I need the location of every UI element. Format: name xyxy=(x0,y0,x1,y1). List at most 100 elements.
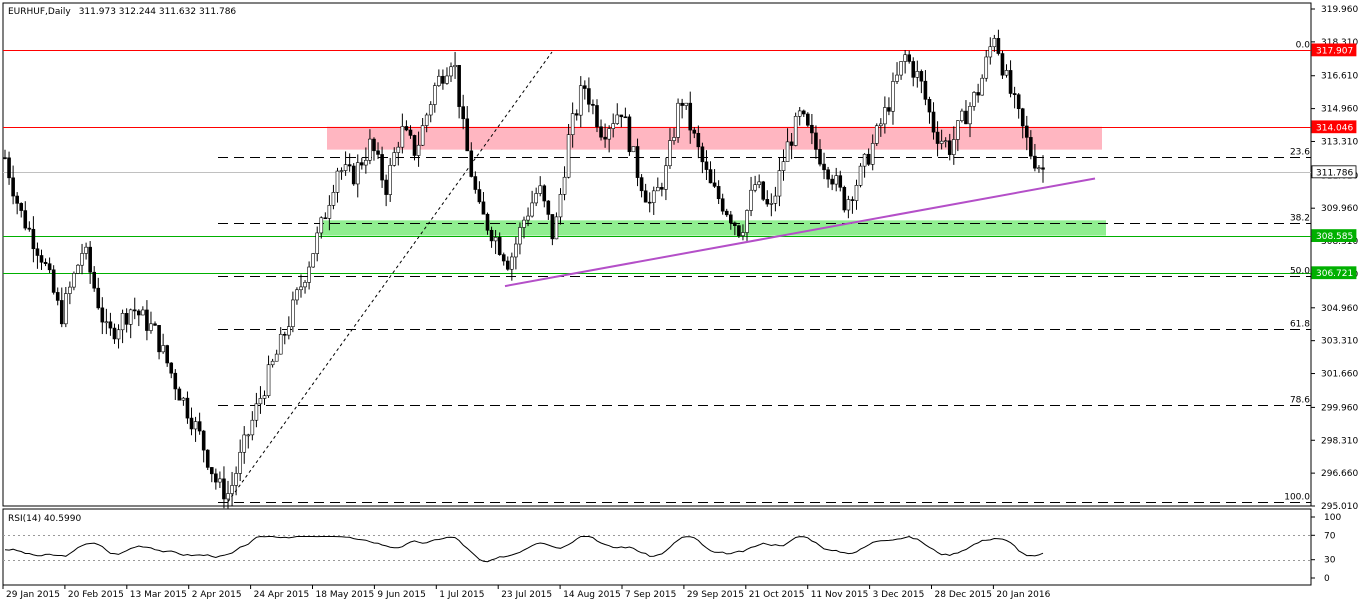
candle-body xyxy=(80,253,84,266)
candle xyxy=(461,94,465,130)
candle-body xyxy=(380,154,384,181)
candle-body xyxy=(822,163,826,171)
candle-body xyxy=(100,307,105,323)
candle xyxy=(862,153,867,178)
candle-body xyxy=(315,232,320,254)
candle xyxy=(7,151,11,185)
candle-body xyxy=(1024,125,1029,138)
x-tick-label: 7 Sep 2015 xyxy=(625,590,676,600)
price-labels-layer: 317.907 314.046 311.786 308.585 306.721 xyxy=(1311,43,1357,279)
candle-body xyxy=(64,293,68,325)
candle-body xyxy=(473,176,478,190)
candle xyxy=(347,153,352,172)
candle xyxy=(360,157,364,170)
candle xyxy=(651,186,656,215)
candle xyxy=(883,96,887,134)
candle-body xyxy=(287,326,291,336)
candle xyxy=(603,123,607,148)
candle xyxy=(716,180,721,205)
candle xyxy=(262,390,267,405)
fib-anchor-line xyxy=(227,51,553,503)
candle-body xyxy=(72,273,76,288)
candle-body xyxy=(656,187,660,192)
candle-body xyxy=(818,149,822,165)
candle xyxy=(684,102,688,110)
candle-body xyxy=(595,105,599,128)
candle xyxy=(858,163,863,188)
candle xyxy=(197,412,202,435)
candle xyxy=(870,134,875,171)
candle xyxy=(96,277,101,310)
candle xyxy=(704,150,709,181)
candle-body xyxy=(205,449,210,468)
candle-body xyxy=(360,162,364,166)
x-tick-label: 20 Feb 2015 xyxy=(68,590,124,600)
candle-body xyxy=(911,61,916,78)
price-label-box xyxy=(1311,43,1357,57)
x-tick-label: 9 Jun 2015 xyxy=(377,590,425,600)
candle-body xyxy=(416,144,421,156)
candle xyxy=(412,134,417,161)
candle xyxy=(1041,155,1045,183)
candle-body xyxy=(923,80,928,100)
candle-body xyxy=(1041,167,1045,170)
candle xyxy=(988,37,993,65)
candle xyxy=(968,102,972,138)
candle-body xyxy=(866,153,871,165)
candle-body xyxy=(39,255,44,263)
rsi-tick-label: 70 xyxy=(1324,531,1336,541)
candle-body xyxy=(976,92,980,96)
candle-body xyxy=(104,321,109,324)
x-tick-label: 13 Mar 2015 xyxy=(130,590,187,600)
candle xyxy=(635,138,640,187)
candle xyxy=(149,311,153,334)
candle-body xyxy=(980,77,984,96)
candle xyxy=(814,125,818,159)
candle xyxy=(789,132,794,160)
candle xyxy=(992,34,997,52)
candle-body xyxy=(1012,93,1017,95)
candle-body xyxy=(514,243,518,258)
candle-body xyxy=(181,397,186,401)
candle xyxy=(538,176,543,197)
candle xyxy=(177,386,182,401)
candle-body xyxy=(724,210,729,216)
candle-body xyxy=(554,216,559,240)
y-tick-label: 313.310 xyxy=(1321,137,1358,147)
candle-body xyxy=(842,187,847,211)
candle-body xyxy=(485,213,490,231)
candle xyxy=(672,128,676,145)
candle-body xyxy=(303,282,307,288)
candle xyxy=(246,433,251,449)
candle-body xyxy=(947,140,952,155)
candle xyxy=(339,167,344,180)
candle xyxy=(104,308,109,335)
price-label-text: 311.786 xyxy=(1316,168,1353,178)
candle-body xyxy=(31,228,36,250)
candle-body xyxy=(870,143,875,165)
candle-body xyxy=(11,177,15,197)
candle xyxy=(68,281,72,305)
y-tick-label: 319.960 xyxy=(1321,5,1358,15)
candle-body xyxy=(814,132,818,150)
candle xyxy=(392,147,397,167)
y-tick-label: 298.310 xyxy=(1321,436,1358,446)
candle-body xyxy=(51,269,56,293)
candle xyxy=(818,139,822,167)
y-tick-label: 296.660 xyxy=(1321,469,1358,479)
candle-body xyxy=(846,199,851,211)
candle-body xyxy=(858,165,863,186)
candle xyxy=(765,190,770,207)
candle-body xyxy=(497,237,502,255)
candle xyxy=(238,439,242,482)
y-tick-label: 301.660 xyxy=(1321,370,1358,380)
candle-body xyxy=(477,189,482,203)
candle xyxy=(437,69,441,87)
y-tick-label: 314.960 xyxy=(1321,105,1358,115)
candle xyxy=(834,167,839,192)
candle-body xyxy=(692,129,697,134)
candle-body xyxy=(307,266,311,283)
candle-body xyxy=(505,260,510,270)
price-label-box xyxy=(1311,120,1357,134)
rsi-tick-label: 100 xyxy=(1324,513,1341,523)
